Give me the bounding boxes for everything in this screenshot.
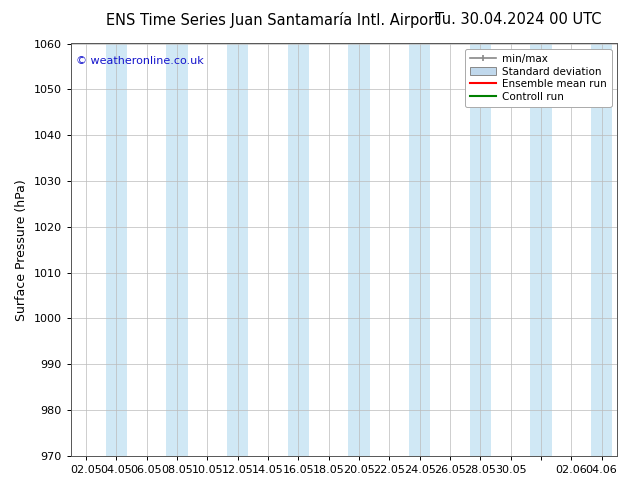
Bar <box>409 44 430 456</box>
Bar <box>288 44 309 456</box>
Text: ENS Time Series Juan Santamaría Intl. Airport: ENS Time Series Juan Santamaría Intl. Ai… <box>106 12 440 28</box>
Text: Tu. 30.04.2024 00 UTC: Tu. 30.04.2024 00 UTC <box>435 12 602 27</box>
Text: © weatheronline.co.uk: © weatheronline.co.uk <box>76 56 204 66</box>
Bar <box>106 44 127 456</box>
Bar <box>227 44 248 456</box>
Bar <box>591 44 612 456</box>
Legend: min/max, Standard deviation, Ensemble mean run, Controll run: min/max, Standard deviation, Ensemble me… <box>465 49 612 107</box>
Bar <box>530 44 552 456</box>
Bar <box>166 44 188 456</box>
Bar <box>348 44 370 456</box>
Y-axis label: Surface Pressure (hPa): Surface Pressure (hPa) <box>15 179 28 320</box>
Bar <box>470 44 491 456</box>
